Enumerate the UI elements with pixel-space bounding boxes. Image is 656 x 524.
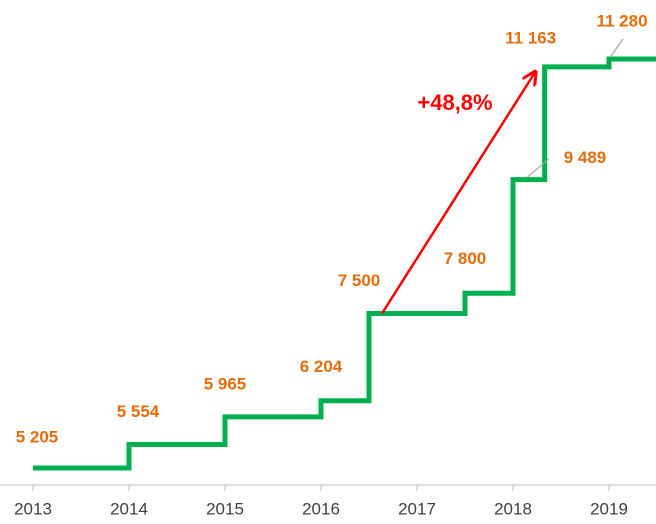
value-label: 7 800: [444, 249, 487, 268]
value-label: 5 205: [16, 427, 59, 446]
x-tick-label: 2014: [110, 499, 148, 518]
leader-line: [526, 158, 550, 179]
value-label: 7 500: [338, 271, 381, 290]
x-tick-label: 2018: [494, 499, 532, 518]
x-tick-label: 2017: [398, 499, 436, 518]
value-label: 11 163: [505, 28, 556, 47]
value-label: 9 489: [564, 148, 607, 167]
x-tick-label: 2019: [590, 499, 628, 518]
x-tick-label: 2015: [206, 499, 244, 518]
annotation: +48,8%: [417, 90, 492, 115]
x-tick-label: 2013: [14, 499, 52, 518]
value-label: 11 280: [596, 11, 647, 30]
value-label: 6 204: [300, 357, 343, 376]
x-tick-label: 2016: [302, 499, 340, 518]
value-label: 5 965: [204, 374, 247, 393]
value-label: 5 554: [117, 402, 160, 421]
growth-arrow: [380, 73, 535, 315]
leader-line: [610, 38, 624, 57]
